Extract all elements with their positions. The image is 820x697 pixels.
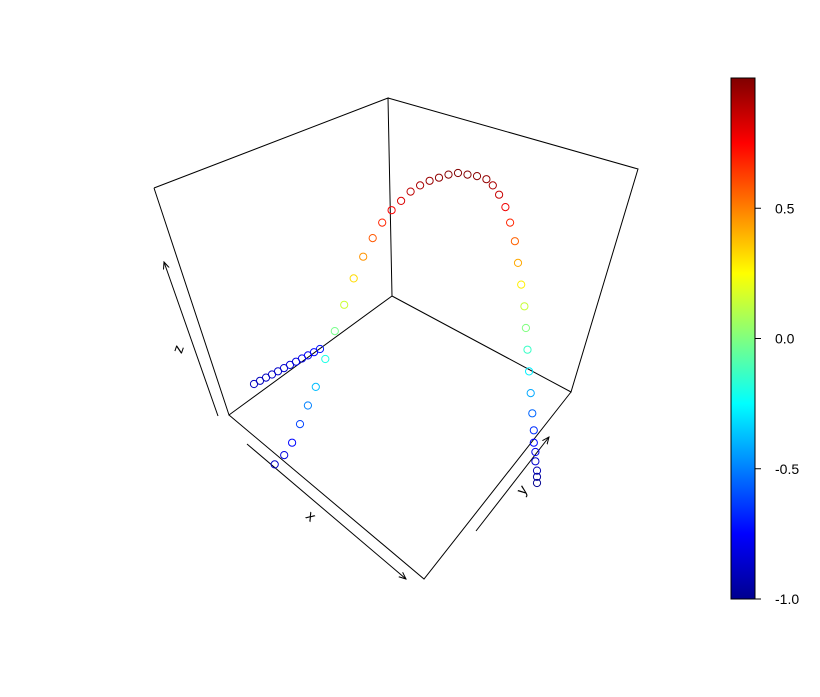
data-point [529, 438, 538, 447]
data-point [531, 457, 540, 466]
data-point [528, 409, 537, 418]
colorbar: 0.5 0.0 -0.5 -1.0 [730, 77, 799, 607]
data-point [532, 478, 542, 488]
data-point [359, 252, 368, 261]
data-point [368, 234, 377, 243]
x-axis-arrow [246, 443, 406, 579]
data-point [321, 354, 330, 364]
data-point [520, 302, 529, 311]
data-point [513, 258, 523, 267]
data-point [249, 379, 259, 389]
data-point [270, 460, 279, 469]
data-point [280, 451, 289, 460]
y-axis-title: y [513, 482, 531, 499]
data-point [416, 181, 425, 190]
data-point [488, 181, 497, 190]
data-point [295, 420, 305, 429]
scatter-points [249, 168, 542, 488]
data-point [472, 172, 482, 181]
plot-box [153, 97, 639, 580]
axis-arrows [164, 262, 549, 579]
data-point [340, 300, 349, 309]
colorbar-tick-label: 0.0 [775, 331, 795, 347]
colorbar-tick-label: 0.5 [775, 200, 795, 216]
colorbar-gradient [730, 77, 756, 600]
data-point [495, 190, 504, 199]
data-point [453, 168, 463, 178]
data-point [532, 472, 542, 481]
data-point [523, 345, 532, 354]
data-point [303, 401, 312, 410]
data-point [517, 280, 526, 289]
data-point [521, 323, 531, 333]
colorbar-ticks: 0.5 0.0 -0.5 -1.0 [755, 200, 799, 607]
data-point [311, 382, 320, 391]
data-point [506, 218, 515, 227]
floor-front-edges [228, 391, 572, 580]
data-point [529, 426, 538, 435]
back-right-panel [387, 97, 639, 393]
y-axis-arrow [475, 437, 549, 532]
data-point [434, 173, 444, 182]
colorbar-tick-label: -0.5 [775, 461, 799, 477]
colorbar-tick-label: -1.0 [775, 591, 799, 607]
back-left-panel [153, 97, 393, 416]
data-point [510, 237, 520, 246]
data-point [525, 367, 534, 376]
data-point [532, 466, 542, 475]
data-point [288, 438, 297, 447]
data-point [425, 176, 434, 185]
data-point [406, 187, 415, 196]
z-axis-title: z [169, 343, 188, 356]
data-point [330, 327, 339, 336]
data-point [349, 274, 358, 283]
data-point [531, 447, 540, 457]
data-point [501, 203, 510, 212]
x-axis-title: x [302, 508, 319, 526]
data-point [444, 170, 453, 179]
z-axis-arrow [164, 262, 219, 417]
data-point [387, 206, 396, 215]
data-point [378, 218, 387, 227]
data-point [463, 170, 472, 179]
data-point [397, 196, 406, 205]
data-point [526, 389, 535, 398]
data-point [482, 175, 491, 184]
